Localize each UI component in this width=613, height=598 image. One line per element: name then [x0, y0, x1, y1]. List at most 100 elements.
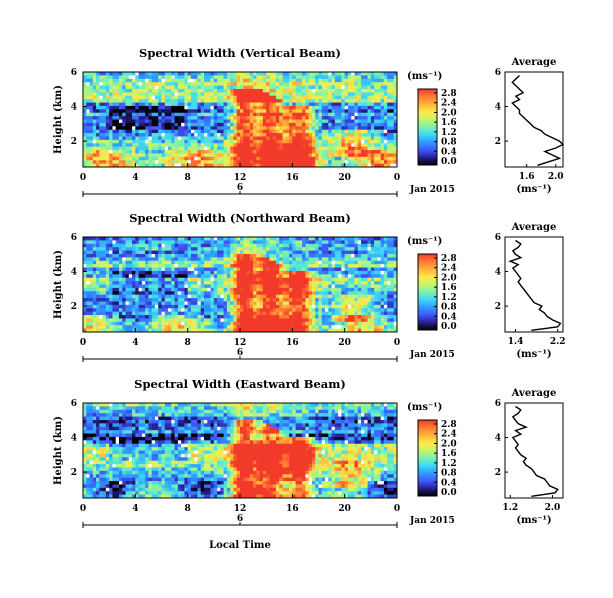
- heatmap-cell: [292, 304, 296, 309]
- heatmap-cell: [217, 250, 221, 255]
- heatmap-cell: [158, 99, 162, 103]
- heatmap-cell: [164, 163, 169, 168]
- heatmap-cell: [315, 243, 319, 248]
- heatmap-cell: [115, 298, 120, 302]
- heatmap-cell: [171, 88, 175, 93]
- heatmap-cell: [135, 264, 139, 268]
- heatmap-cell: [357, 160, 362, 164]
- heatmap-cell: [305, 143, 310, 148]
- heatmap-cell: [338, 253, 342, 258]
- heatmap-cell: [226, 301, 231, 306]
- heatmap-cell: [125, 311, 130, 316]
- heatmap-cell: [92, 291, 97, 296]
- heatmap-cell: [132, 247, 136, 251]
- heatmap-cell: [262, 257, 267, 262]
- heatmap-cell: [259, 139, 264, 144]
- heatmap-cell: [135, 328, 139, 333]
- heatmap-cell: [233, 318, 238, 323]
- heatmap-cell: [204, 250, 208, 255]
- heatmap-cell: [177, 136, 182, 141]
- heatmap-cell: [145, 116, 149, 120]
- heatmap-cell: [154, 298, 159, 302]
- heatmap-cell: [158, 243, 162, 248]
- heatmap-cell: [164, 153, 169, 158]
- heatmap-cell: [158, 85, 162, 90]
- heatmap-cell: [89, 95, 94, 100]
- heatmap-cell: [298, 129, 303, 134]
- heatmap-cell: [249, 267, 254, 272]
- heatmap-cell: [311, 112, 316, 117]
- heatmap-cell: [213, 308, 218, 313]
- heatmap-cell: [161, 153, 166, 158]
- heatmap-cell: [262, 284, 267, 289]
- heatmap-cell: [204, 328, 208, 333]
- heatmap-cell: [305, 119, 310, 124]
- heatmap-cell: [83, 304, 87, 309]
- heatmap-cell: [282, 163, 287, 168]
- heatmap-cell: [197, 85, 202, 90]
- heatmap-cell: [204, 274, 208, 279]
- heatmap-cell: [315, 133, 319, 137]
- heatmap-cell: [233, 116, 238, 120]
- heatmap-cell: [393, 92, 398, 97]
- heatmap-cell: [99, 257, 104, 262]
- heatmap-cell: [200, 298, 205, 302]
- heatmap-cell: [177, 281, 182, 285]
- heatmap-cell: [370, 72, 375, 76]
- heatmap-cell: [184, 284, 189, 289]
- heatmap-cell: [361, 136, 365, 141]
- heatmap-cell: [125, 102, 130, 107]
- heatmap-cell: [168, 143, 172, 148]
- heatmap-cell: [112, 325, 117, 329]
- heatmap-cell: [105, 298, 110, 302]
- heatmap-cell: [168, 298, 172, 302]
- heatmap-cell: [357, 136, 362, 141]
- heatmap-cell: [292, 260, 296, 265]
- heatmap-cell: [374, 112, 378, 117]
- heatmap-cell: [145, 163, 149, 168]
- heatmap-cell: [118, 315, 123, 319]
- heatmap-cell: [213, 153, 218, 158]
- heatmap-cell: [233, 315, 238, 319]
- heatmap-cell: [318, 240, 323, 245]
- heatmap-cell: [347, 150, 352, 154]
- heatmap-cell: [177, 311, 182, 316]
- heatmap-cell: [295, 240, 300, 245]
- heatmap-cell: [177, 267, 182, 272]
- heatmap-cell: [262, 315, 267, 319]
- heatmap-cell: [128, 318, 133, 323]
- heatmap-cell: [145, 264, 149, 268]
- heatmap-cell: [233, 267, 238, 272]
- heatmap-cell: [259, 75, 264, 80]
- heatmap-cell: [279, 136, 283, 141]
- heatmap-cell: [187, 153, 192, 158]
- heatmap-cell: [262, 237, 267, 241]
- heatmap-cell: [256, 291, 261, 296]
- heatmap-cell: [256, 328, 261, 333]
- heatmap-cell: [289, 277, 293, 282]
- heatmap-cell: [122, 99, 126, 103]
- heatmap-cell: [184, 99, 189, 103]
- heatmap-cell: [331, 250, 336, 255]
- heatmap-cell: [341, 92, 346, 97]
- heatmap-cell: [393, 163, 398, 168]
- heatmap-cell: [181, 237, 185, 241]
- heatmap-cell: [318, 237, 323, 241]
- heatmap-cell: [177, 99, 182, 103]
- heatmap-cell: [377, 119, 382, 124]
- heatmap-cell: [305, 116, 310, 120]
- heatmap-cell: [266, 139, 270, 144]
- heatmap-cell: [200, 257, 205, 262]
- heatmap-cell: [302, 308, 306, 313]
- heatmap-cell: [233, 88, 238, 93]
- heatmap-cell: [364, 129, 368, 134]
- heatmap-cell: [174, 109, 179, 114]
- heatmap-cell: [226, 308, 231, 313]
- heatmap-cell: [223, 85, 228, 90]
- heatmap-cell: [328, 315, 332, 319]
- heatmap-cell: [210, 126, 215, 131]
- heatmap-cell: [390, 146, 395, 151]
- heatmap-cell: [220, 267, 225, 272]
- heatmap-cell: [171, 139, 175, 144]
- heatmap-cell: [197, 112, 202, 117]
